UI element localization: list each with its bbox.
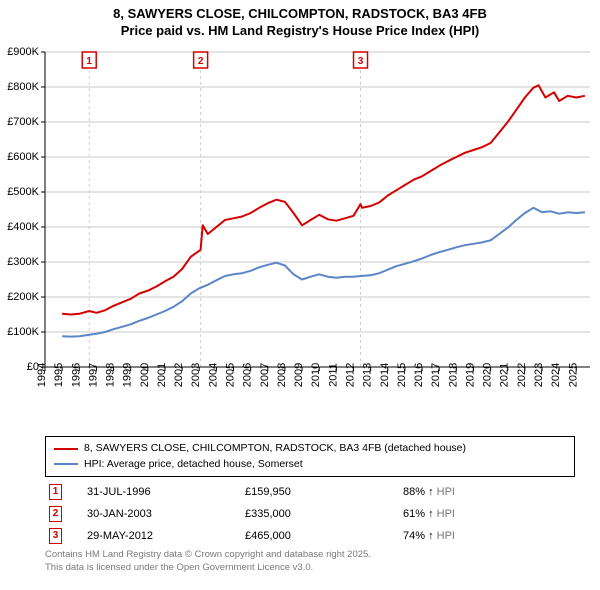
svg-text:1994: 1994 — [36, 363, 48, 387]
chart-area: £0£100K£200K£300K£400K£500K£600K£700K£80… — [0, 42, 600, 432]
svg-text:2024: 2024 — [550, 363, 562, 387]
svg-text:1997: 1997 — [87, 363, 99, 387]
svg-text:2004: 2004 — [207, 363, 219, 387]
svg-text:2001: 2001 — [156, 363, 168, 387]
event-pct: 88% ↑ HPI — [399, 481, 575, 503]
svg-text:£400K: £400K — [7, 221, 39, 233]
legend: 8, SAWYERS CLOSE, CHILCOMPTON, RADSTOCK,… — [45, 436, 575, 478]
svg-text:1998: 1998 — [105, 363, 117, 387]
event-row: 3 29-MAY-2012£465,00074% ↑ HPI — [45, 525, 575, 547]
svg-text:2003: 2003 — [190, 363, 202, 387]
event-price: £159,950 — [241, 481, 399, 503]
svg-text:£100K: £100K — [7, 326, 39, 338]
legend-row-hpi: HPI: Average price, detached house, Some… — [54, 457, 566, 473]
svg-text:£500K: £500K — [7, 186, 39, 198]
footer: Contains HM Land Registry data © Crown c… — [45, 549, 575, 574]
event-row: 2 30-JAN-2003£335,00061% ↑ HPI — [45, 503, 575, 525]
event-date: 29-MAY-2012 — [83, 525, 241, 547]
svg-text:2022: 2022 — [516, 363, 528, 387]
svg-text:£800K: £800K — [7, 81, 39, 93]
svg-text:2016: 2016 — [413, 363, 425, 387]
chart-title: 8, SAWYERS CLOSE, CHILCOMPTON, RADSTOCK,… — [0, 0, 600, 42]
svg-text:2008: 2008 — [276, 363, 288, 387]
svg-text:£700K: £700K — [7, 116, 39, 128]
legend-row-property: 8, SAWYERS CLOSE, CHILCOMPTON, RADSTOCK,… — [54, 441, 566, 457]
event-marker: 1 — [49, 484, 62, 500]
svg-text:2017: 2017 — [430, 363, 442, 387]
events-table: 1 31-JUL-1996£159,95088% ↑ HPI 2 30-JAN-200… — [45, 481, 575, 547]
legend-swatch-property — [54, 448, 78, 450]
svg-text:2015: 2015 — [396, 363, 408, 387]
svg-text:2018: 2018 — [447, 363, 459, 387]
title-line2: Price paid vs. HM Land Registry's House … — [0, 23, 600, 40]
svg-text:£900K: £900K — [7, 46, 39, 58]
event-marker: 2 — [49, 506, 62, 522]
event-pct: 74% ↑ HPI — [399, 525, 575, 547]
footer-line1: Contains HM Land Registry data © Crown c… — [45, 549, 575, 561]
svg-text:2021: 2021 — [499, 363, 511, 387]
svg-text:2002: 2002 — [173, 363, 185, 387]
svg-text:£200K: £200K — [7, 291, 39, 303]
footer-line2: This data is licensed under the Open Gov… — [45, 562, 575, 574]
svg-text:2025: 2025 — [567, 363, 579, 387]
svg-text:1996: 1996 — [70, 363, 82, 387]
svg-text:1: 1 — [86, 56, 92, 67]
svg-text:2007: 2007 — [259, 363, 271, 387]
svg-text:1999: 1999 — [122, 363, 134, 387]
svg-text:2020: 2020 — [482, 363, 494, 387]
svg-text:£600K: £600K — [7, 151, 39, 163]
event-price: £465,000 — [241, 525, 399, 547]
svg-text:2014: 2014 — [379, 363, 391, 387]
title-line1: 8, SAWYERS CLOSE, CHILCOMPTON, RADSTOCK,… — [0, 6, 600, 23]
event-row: 1 31-JUL-1996£159,95088% ↑ HPI — [45, 481, 575, 503]
legend-swatch-hpi — [54, 463, 78, 465]
svg-text:£300K: £300K — [7, 256, 39, 268]
event-marker: 3 — [49, 528, 62, 544]
svg-text:2010: 2010 — [310, 363, 322, 387]
svg-text:2019: 2019 — [464, 363, 476, 387]
legend-label-hpi: HPI: Average price, detached house, Some… — [84, 457, 303, 473]
svg-text:2: 2 — [198, 56, 204, 67]
event-date: 31-JUL-1996 — [83, 481, 241, 503]
svg-text:2006: 2006 — [242, 363, 254, 387]
svg-text:3: 3 — [358, 56, 364, 67]
svg-text:1995: 1995 — [53, 363, 65, 387]
svg-text:2012: 2012 — [344, 363, 356, 387]
legend-label-property: 8, SAWYERS CLOSE, CHILCOMPTON, RADSTOCK,… — [84, 441, 466, 457]
svg-text:2013: 2013 — [362, 363, 374, 387]
svg-text:2023: 2023 — [533, 363, 545, 387]
svg-text:2005: 2005 — [225, 363, 237, 387]
svg-text:2009: 2009 — [293, 363, 305, 387]
svg-text:2000: 2000 — [139, 363, 151, 387]
svg-text:2011: 2011 — [327, 363, 339, 387]
event-price: £335,000 — [241, 503, 399, 525]
chart-svg: £0£100K£200K£300K£400K£500K£600K£700K£80… — [0, 42, 600, 432]
event-date: 30-JAN-2003 — [83, 503, 241, 525]
event-pct: 61% ↑ HPI — [399, 503, 575, 525]
